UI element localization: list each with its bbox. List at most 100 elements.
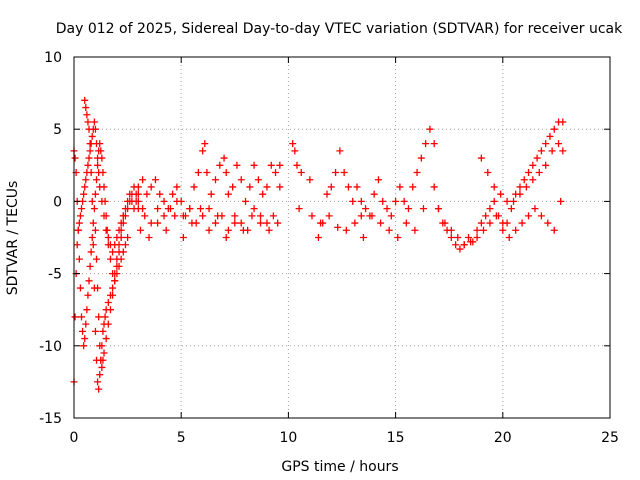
- data-point: [134, 205, 142, 213]
- data-point: [357, 197, 365, 205]
- data-point: [76, 284, 84, 292]
- x-tick-label: 0: [70, 430, 79, 446]
- data-point: [145, 234, 153, 241]
- data-point: [314, 234, 322, 241]
- x-tick-label: 15: [387, 430, 405, 446]
- data-point: [99, 327, 107, 335]
- data-point: [109, 284, 117, 292]
- data-point: [473, 226, 481, 234]
- data-point: [88, 234, 96, 241]
- data-point: [71, 313, 79, 321]
- data-point: [404, 205, 412, 213]
- data-point: [430, 183, 438, 191]
- data-point: [434, 205, 442, 213]
- y-tick-label: -15: [39, 411, 62, 427]
- data-point: [542, 161, 550, 169]
- data-point: [156, 190, 164, 198]
- data-point: [93, 176, 101, 184]
- data-point: [370, 190, 378, 198]
- data-point: [507, 205, 515, 213]
- data-point: [317, 219, 325, 227]
- data-point: [203, 169, 211, 177]
- data-point: [289, 140, 297, 148]
- data-point: [550, 125, 558, 133]
- data-point: [327, 183, 335, 191]
- data-point: [121, 212, 129, 220]
- data-point: [550, 226, 558, 234]
- data-point: [179, 234, 187, 241]
- data-point: [89, 241, 97, 249]
- data-points: [70, 96, 567, 393]
- data-point: [190, 183, 198, 191]
- data-point: [520, 176, 528, 184]
- data-point: [344, 183, 352, 191]
- data-point: [342, 226, 350, 234]
- data-point: [505, 234, 513, 241]
- data-point: [417, 154, 425, 162]
- data-point: [544, 219, 552, 227]
- data-point: [430, 140, 438, 148]
- data-point: [111, 277, 119, 285]
- data-point: [349, 197, 357, 205]
- data-point: [295, 205, 303, 213]
- data-point: [81, 183, 89, 191]
- data-point: [101, 197, 109, 205]
- data-point: [246, 183, 254, 191]
- data-point: [377, 219, 385, 227]
- data-point: [250, 205, 258, 213]
- data-point: [136, 226, 144, 234]
- data-point: [557, 197, 565, 205]
- data-point: [516, 190, 524, 198]
- data-point: [199, 147, 207, 155]
- data-point: [117, 234, 125, 241]
- data-point: [512, 226, 520, 234]
- data-point: [490, 183, 498, 191]
- data-point: [151, 176, 159, 184]
- data-point: [91, 190, 99, 198]
- y-axis: -15 -10 -5 0 5 10: [39, 50, 610, 427]
- data-point: [78, 313, 86, 321]
- data-point: [379, 197, 387, 205]
- data-point: [531, 205, 539, 213]
- data-point: [124, 234, 132, 241]
- data-point: [75, 219, 83, 227]
- data-point: [104, 234, 112, 241]
- x-tick-label: 25: [601, 430, 619, 446]
- data-point: [115, 248, 123, 256]
- data-point: [269, 212, 277, 220]
- data-point: [383, 205, 391, 213]
- data-point: [265, 226, 273, 234]
- data-point: [194, 169, 202, 177]
- data-point: [154, 205, 162, 213]
- data-point: [86, 140, 94, 148]
- data-point: [460, 241, 468, 249]
- data-point: [224, 190, 232, 198]
- data-point: [231, 212, 239, 220]
- data-point: [529, 176, 537, 184]
- data-point: [413, 169, 421, 177]
- data-point: [85, 154, 93, 162]
- data-point: [88, 197, 96, 205]
- x-tick-label: 5: [177, 430, 186, 446]
- data-point: [85, 277, 93, 285]
- data-point: [486, 219, 494, 227]
- data-point: [351, 219, 359, 227]
- data-point: [100, 183, 108, 191]
- data-point: [186, 205, 194, 213]
- data-point: [106, 255, 114, 263]
- data-point: [441, 219, 449, 227]
- data-point: [525, 212, 533, 220]
- data-point: [94, 284, 102, 292]
- data-point: [102, 335, 110, 343]
- data-point: [411, 226, 419, 234]
- data-point: [497, 190, 505, 198]
- data-point: [537, 212, 545, 220]
- data-point: [119, 219, 127, 227]
- data-point: [96, 342, 104, 350]
- data-point: [160, 212, 168, 220]
- data-point: [267, 161, 275, 169]
- data-point: [257, 212, 265, 220]
- data-point: [134, 197, 142, 205]
- data-point: [452, 241, 460, 249]
- data-point: [109, 291, 117, 299]
